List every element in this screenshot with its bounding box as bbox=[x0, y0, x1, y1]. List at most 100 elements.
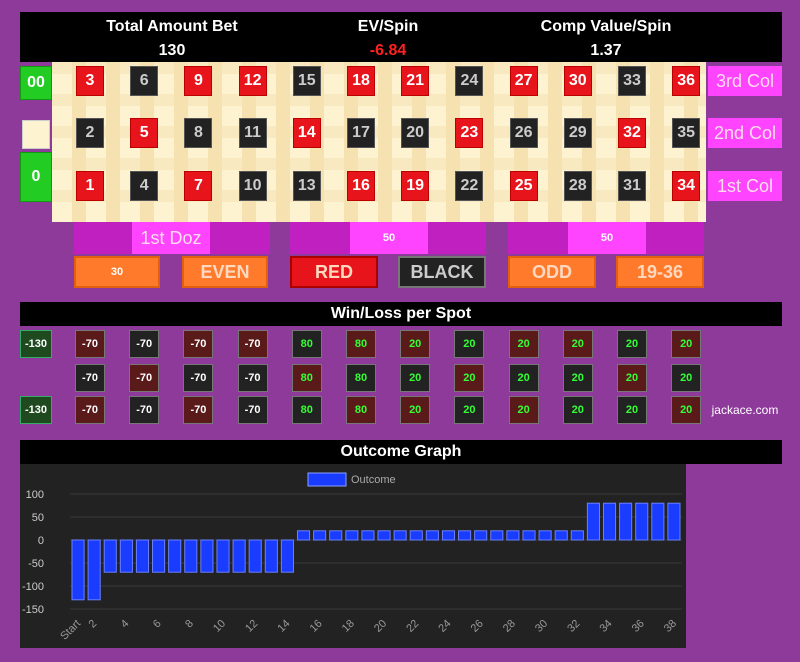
winloss-cell: -70 bbox=[237, 364, 268, 392]
bar bbox=[586, 502, 600, 541]
number-cell: 32 bbox=[618, 118, 646, 148]
number-cell: 29 bbox=[563, 118, 592, 148]
column-bet: 1st Col bbox=[708, 171, 782, 201]
bar bbox=[570, 530, 584, 541]
number-cell: 22 bbox=[455, 171, 484, 201]
y-tick-label: -50 bbox=[28, 558, 44, 570]
number-cell: 18 bbox=[347, 66, 375, 96]
number-cell: 20 bbox=[401, 118, 430, 148]
winloss-cell: 20 bbox=[671, 364, 702, 392]
winloss-cell: 20 bbox=[562, 330, 593, 358]
winloss-cell: 20 bbox=[562, 396, 593, 424]
number-cell: 1 bbox=[76, 171, 104, 201]
bar bbox=[651, 502, 665, 541]
winloss-bar bbox=[20, 302, 782, 326]
bar bbox=[232, 539, 246, 573]
bar bbox=[361, 530, 375, 541]
number-cell: 35 bbox=[672, 118, 701, 148]
number-cell: 9 bbox=[184, 66, 213, 96]
bar bbox=[506, 530, 520, 541]
winloss-cell: -70 bbox=[129, 396, 160, 424]
y-tick-label: -150 bbox=[22, 604, 44, 616]
y-tick-label: -100 bbox=[22, 581, 44, 593]
bar bbox=[667, 502, 681, 541]
chart-title: Outcome Graph bbox=[340, 443, 462, 460]
winloss-cell: -70 bbox=[129, 364, 160, 392]
number-cell: 33 bbox=[618, 66, 646, 96]
winloss-cell: 80 bbox=[291, 364, 322, 392]
winloss-cell: 20 bbox=[617, 396, 647, 424]
header-value: 1.37 bbox=[590, 42, 622, 59]
bar bbox=[409, 530, 423, 541]
number-cell: 8 bbox=[184, 118, 213, 148]
legend-swatch bbox=[307, 472, 347, 487]
bar bbox=[313, 530, 327, 541]
number-cell: 5 bbox=[130, 118, 159, 148]
felt bbox=[52, 62, 706, 222]
winloss-cell: 20 bbox=[671, 396, 702, 424]
number-cell: 34 bbox=[672, 171, 701, 201]
bar bbox=[345, 530, 359, 541]
even-money-bet: 30 bbox=[74, 256, 160, 288]
number-cell: 21 bbox=[401, 66, 430, 96]
bar bbox=[458, 530, 472, 541]
bar bbox=[474, 530, 488, 541]
header-value: -6.84 bbox=[369, 42, 407, 59]
bar bbox=[103, 539, 117, 573]
number-cell: 31 bbox=[618, 171, 646, 201]
y-tick-label: 100 bbox=[26, 489, 44, 501]
number-cell: 2 bbox=[76, 118, 104, 148]
header-bar bbox=[20, 12, 782, 62]
even-money-bet: ODD bbox=[508, 256, 596, 288]
bar bbox=[635, 502, 649, 541]
winloss-cell: -70 bbox=[237, 396, 268, 424]
y-tick-label: 50 bbox=[32, 512, 44, 524]
number-cell: 17 bbox=[347, 118, 375, 148]
winloss-cell: 20 bbox=[508, 330, 539, 358]
number-cell: 15 bbox=[292, 66, 321, 96]
winloss-cell: 20 bbox=[454, 396, 485, 424]
column-bet: 2nd Col bbox=[708, 118, 782, 148]
winloss-cell: -70 bbox=[129, 330, 160, 358]
number-cell: 28 bbox=[563, 171, 592, 201]
winloss-zero: -130 bbox=[20, 330, 52, 358]
bar bbox=[184, 539, 198, 573]
graph-bar bbox=[20, 440, 782, 464]
number-cell: 26 bbox=[509, 118, 538, 148]
bar bbox=[152, 539, 166, 573]
winloss-cell: 20 bbox=[454, 330, 485, 358]
column-bet: 3rd Col bbox=[708, 66, 782, 96]
winloss-zero: -130 bbox=[20, 396, 52, 424]
bar bbox=[393, 530, 407, 541]
bar bbox=[71, 539, 85, 601]
winloss-cell: 80 bbox=[346, 330, 376, 358]
winloss-cell: 20 bbox=[617, 364, 647, 392]
winloss-cell: -70 bbox=[75, 330, 105, 358]
even-money-bet: EVEN bbox=[182, 256, 268, 288]
number-cell: 7 bbox=[184, 171, 213, 201]
winloss-cell: 20 bbox=[400, 364, 431, 392]
dozen-bet: 1st Doz bbox=[132, 222, 210, 254]
header-label: Total Amount Bet bbox=[106, 18, 238, 35]
number-cell: 3 bbox=[76, 66, 104, 96]
bar bbox=[264, 539, 278, 573]
winloss-cell: 20 bbox=[617, 330, 647, 358]
dozen-bet: 50 bbox=[350, 222, 428, 254]
winloss-cell: 20 bbox=[400, 396, 431, 424]
winloss-cell: -70 bbox=[183, 396, 214, 424]
number-cell: 36 bbox=[672, 66, 701, 96]
winloss-cell: -70 bbox=[183, 330, 214, 358]
bar bbox=[425, 530, 439, 541]
winloss-cell: -70 bbox=[183, 364, 214, 392]
winloss-cell: 80 bbox=[291, 396, 322, 424]
number-cell: 13 bbox=[292, 171, 321, 201]
bar bbox=[441, 530, 456, 541]
bar bbox=[280, 539, 294, 573]
winloss-cell: 20 bbox=[562, 364, 593, 392]
zero-cell: 0 bbox=[20, 152, 52, 202]
number-cell: 4 bbox=[130, 171, 159, 201]
winloss-cell: 20 bbox=[671, 330, 702, 358]
credit: jackace.com bbox=[711, 403, 779, 417]
bar bbox=[216, 539, 230, 573]
